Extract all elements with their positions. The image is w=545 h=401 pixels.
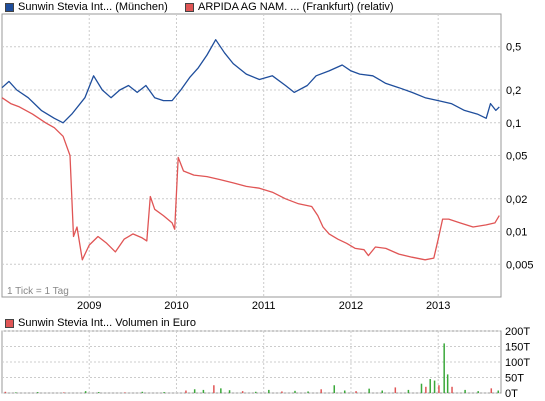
volume-bar	[429, 379, 431, 393]
volume-tick-label: 100T	[505, 357, 530, 369]
tick-note: 1 Tick = 1 Tag	[7, 286, 69, 297]
volume-bar	[281, 391, 283, 393]
series2-swatch	[185, 2, 194, 12]
volume-bar	[451, 386, 453, 393]
volume-bar	[355, 391, 357, 393]
volume-bar	[63, 392, 65, 393]
volume-bar	[15, 392, 17, 393]
volume-bar	[228, 390, 231, 393]
volume-bar	[124, 392, 126, 393]
volume-bar	[185, 390, 187, 393]
y-tick-label: 0,5	[506, 42, 521, 54]
legend-series2: ARPIDA AG NAM. ... (Frankfurt) (relativ)	[185, 1, 394, 13]
volume-bar	[333, 385, 336, 393]
volume-bar	[307, 391, 309, 393]
volume-bar	[193, 389, 196, 393]
volume-swatch	[5, 318, 14, 328]
volume-bar	[97, 392, 100, 393]
x-tick-label: 2013	[426, 300, 450, 312]
y-tick-label: 0,005	[506, 259, 534, 271]
volume-bar	[438, 385, 440, 393]
volume-bar	[36, 392, 39, 393]
legend-series1: Sunwin Stevia Int... (München)	[5, 1, 168, 13]
y-tick-label: 0,2	[506, 85, 521, 97]
x-tick-label: 2012	[339, 300, 363, 312]
volume-bar	[254, 391, 257, 393]
volume-bar	[464, 389, 466, 393]
volume-bar	[490, 388, 493, 393]
series-line-1	[1, 39, 500, 124]
x-tick-label: 2009	[77, 300, 101, 312]
volume-bar	[368, 388, 370, 393]
y-tick-label: 0,1	[506, 118, 521, 130]
volume-bar	[443, 343, 445, 393]
legend-series2-label: ARPIDA AG NAM. ... (Frankfurt) (relativ)	[198, 1, 394, 13]
volume-bar	[425, 386, 427, 393]
volume-bar	[213, 385, 215, 393]
volume-bar	[163, 392, 165, 393]
volume-bar	[407, 389, 410, 393]
legend-series1-label: Sunwin Stevia Int... (München)	[18, 1, 168, 13]
volume-bar	[220, 388, 222, 393]
volume-bar	[433, 380, 436, 393]
volume-bar	[497, 390, 500, 393]
volume-bar	[394, 387, 397, 393]
y-tick-label: 0,01	[506, 227, 527, 239]
volume-bar	[320, 389, 322, 393]
y-tick-label: 0,05	[506, 151, 527, 163]
volume-bar	[241, 391, 244, 393]
volume-bar	[4, 391, 7, 393]
volume-bar	[477, 391, 479, 393]
volume-tick-label: 200T	[505, 326, 530, 338]
y-tick-label: 0,02	[506, 194, 527, 206]
series-line-2	[1, 97, 500, 261]
volume-bar	[268, 389, 270, 393]
volume-bar	[294, 390, 296, 393]
volume-bar	[381, 390, 383, 393]
x-tick-label: 2010	[164, 300, 188, 312]
volume-tick-label: 150T	[505, 342, 530, 354]
volume-bar	[420, 383, 423, 393]
volume-bar	[446, 374, 449, 393]
legend-volume: Sunwin Stevia Int... Volumen in Euro	[5, 317, 196, 329]
volume-bar	[84, 391, 87, 393]
volume-tick-label: 50T	[505, 373, 524, 385]
volume-tick-label: 0T	[505, 388, 518, 400]
volume-bar	[343, 390, 346, 393]
x-tick-label: 2011	[252, 300, 276, 312]
legend-volume-label: Sunwin Stevia Int... Volumen in Euro	[18, 317, 196, 329]
volume-bar	[202, 389, 205, 393]
series1-swatch	[5, 2, 14, 12]
volume-bar	[141, 391, 144, 393]
